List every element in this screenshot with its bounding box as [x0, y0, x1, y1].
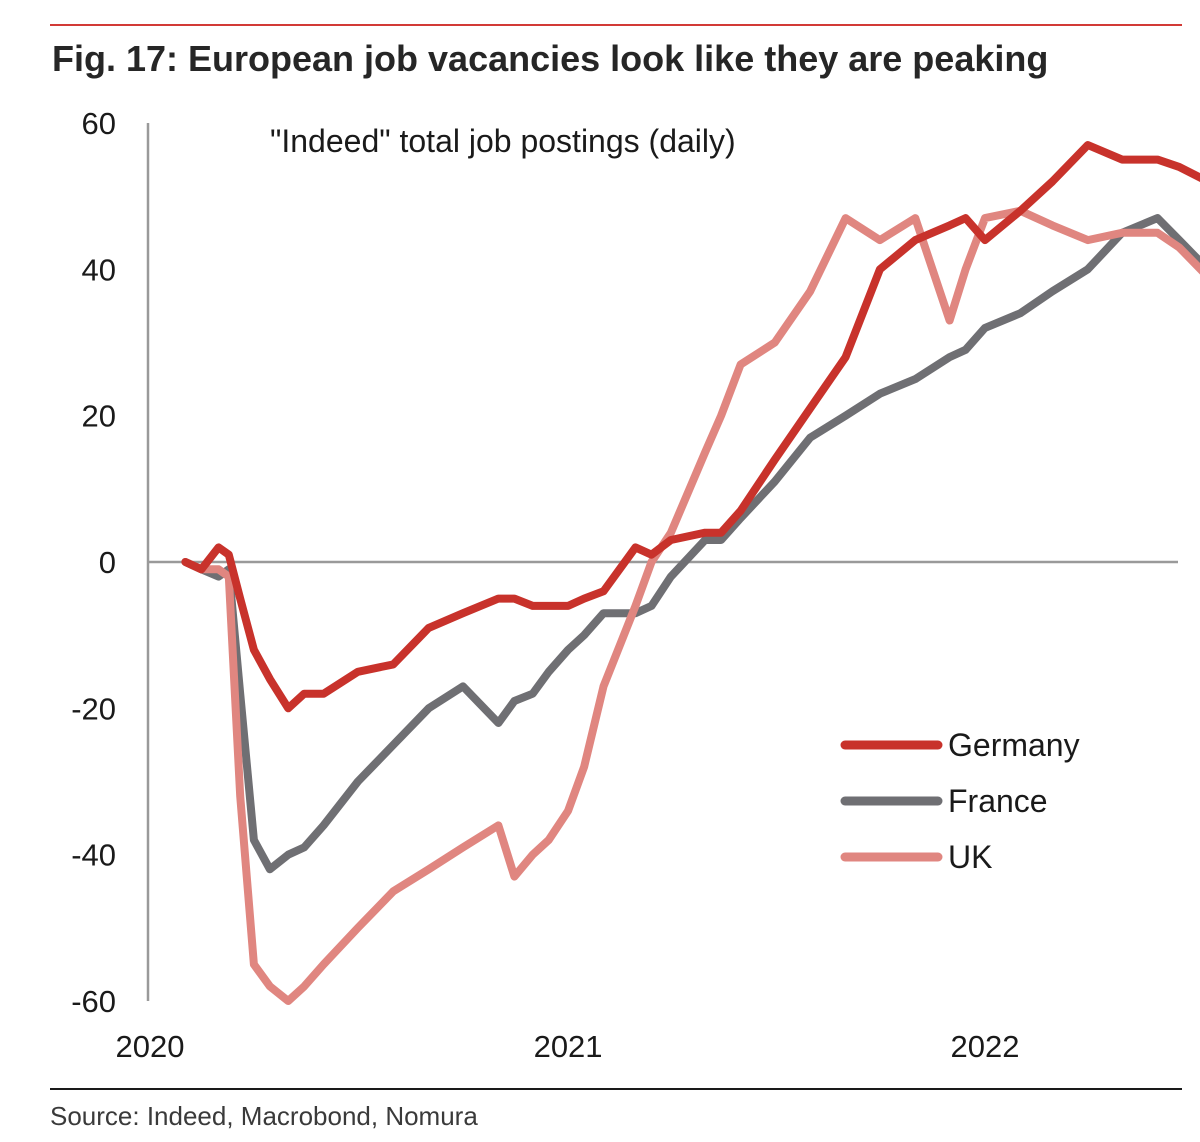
source-note: Source: Indeed, Macrobond, Nomura: [50, 1101, 478, 1131]
legend-label-germany: Germany: [948, 727, 1080, 763]
axes: [146, 123, 1178, 1001]
bottom-rule: [50, 1088, 1182, 1090]
x-tick-label: 2020: [116, 1029, 185, 1064]
series-lines: [181, 141, 1200, 1005]
y-tick-label: 40: [82, 252, 116, 287]
y-tick-label: -60: [71, 984, 116, 1019]
y-tick-label: -20: [71, 691, 116, 726]
y-tick-label: 60: [82, 106, 116, 141]
legend-label-uk: UK: [948, 839, 992, 875]
series-line-germany: [181, 141, 1200, 713]
figure-title: Fig. 17: European job vacancies look lik…: [52, 38, 1049, 79]
y-tick-label: -40: [71, 838, 116, 873]
series-line-uk: [181, 206, 1200, 1005]
x-tick-label: 2021: [534, 1029, 603, 1064]
legend: Germany France UK: [840, 727, 1080, 875]
chart-title: "Indeed" total job postings (daily): [270, 123, 736, 159]
x-tick-label: 2022: [951, 1029, 1020, 1064]
legend-label-france: France: [948, 783, 1048, 819]
series-line-france: [181, 214, 1200, 874]
y-tick-label: 0: [99, 545, 116, 580]
y-tick-labels: 60 40 20 0 -20 -40 -60: [71, 106, 116, 1019]
y-tick-label: 20: [82, 399, 116, 434]
top-rule: [50, 24, 1182, 26]
x-tick-labels: 2020 2021 2022: [116, 1029, 1020, 1064]
